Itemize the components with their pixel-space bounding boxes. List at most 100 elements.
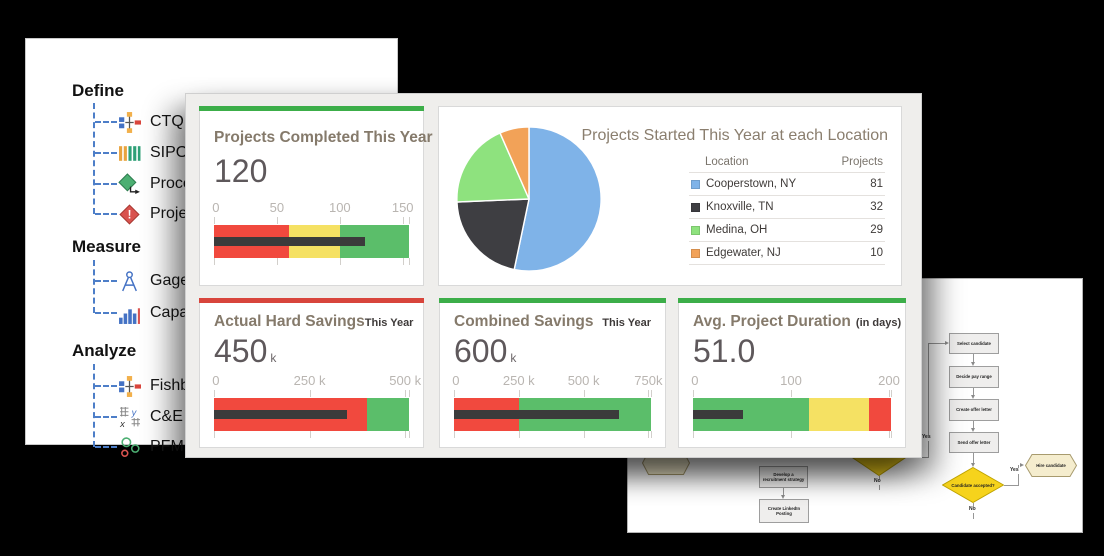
fishbone-icon bbox=[118, 375, 141, 398]
legend-row[interactable]: Cooperstown, NY 81 bbox=[689, 173, 885, 196]
flow-edge bbox=[928, 343, 945, 344]
arrow-down-icon bbox=[971, 463, 975, 467]
pie-chart bbox=[456, 126, 602, 272]
process-map-icon bbox=[118, 172, 141, 196]
pfmea-icon bbox=[118, 436, 141, 459]
card-title: Avg. Project Duration bbox=[693, 313, 851, 330]
arrow-down-icon bbox=[971, 395, 975, 399]
flow-edge bbox=[973, 453, 974, 463]
capability-icon bbox=[118, 302, 141, 325]
flow-terminator-label: Hire candidate bbox=[1036, 463, 1066, 468]
pie-slice[interactable] bbox=[513, 126, 602, 272]
arrow-down-icon bbox=[971, 362, 975, 366]
flow-edge bbox=[783, 488, 784, 496]
flow-edge-label-yes: Yes bbox=[921, 434, 932, 441]
tree-branch bbox=[95, 152, 117, 154]
arrow-right-icon bbox=[945, 341, 949, 345]
tree-connector bbox=[93, 260, 95, 313]
pie-legend-rows: Cooperstown, NY 81 Knoxville, TN 32 Medina, … bbox=[689, 173, 885, 265]
flow-step-select-candidate[interactable]: Select candidate bbox=[949, 333, 999, 354]
gage-rr-icon bbox=[118, 270, 141, 293]
flow-decision-label: Candidate accepted? bbox=[951, 482, 995, 488]
flow-edge bbox=[928, 343, 929, 458]
flow-step-recruitment-strategy[interactable]: Develop a recruitment strategy bbox=[759, 466, 808, 488]
period-label: This Year bbox=[602, 317, 651, 329]
legend-label: Cooperstown, NY bbox=[706, 178, 797, 190]
ctq-tree-icon bbox=[118, 111, 141, 134]
card-title: Actual Hard Savings bbox=[214, 313, 365, 330]
flow-edge-label-no: No bbox=[968, 506, 977, 513]
pie-slice[interactable] bbox=[456, 132, 531, 203]
flow-step-create-offer-letter[interactable]: Create offer letter bbox=[949, 399, 999, 421]
bullet-chart-duration: 0 100 200 bbox=[691, 373, 900, 439]
svg-text:!: ! bbox=[128, 209, 132, 221]
tree-branch bbox=[95, 213, 117, 215]
pie-slice[interactable] bbox=[456, 198, 530, 271]
kpi-value: 120 bbox=[214, 153, 268, 189]
card-title: Projects Completed This Year bbox=[214, 129, 433, 146]
legend-value: 10 bbox=[870, 247, 883, 259]
flow-step-send-offer-letter[interactable]: Send offer letter bbox=[949, 432, 999, 453]
arrow-down-icon bbox=[971, 428, 975, 432]
arrow-right-icon bbox=[1020, 463, 1024, 467]
svg-text:x: x bbox=[119, 417, 125, 428]
flow-edge bbox=[973, 354, 974, 362]
legend-label: Knoxville, TN bbox=[706, 201, 774, 213]
flow-step-decide-pay-range[interactable]: Decide pay range bbox=[949, 366, 999, 388]
legend-row[interactable]: Edgewater, NJ 10 bbox=[689, 242, 885, 265]
sipoc-icon bbox=[118, 142, 141, 165]
legend-swatch-icon bbox=[691, 202, 700, 212]
legend-label: Edgewater, NJ bbox=[706, 247, 781, 259]
flow-decision-candidate-accepted[interactable]: Candidate accepted? bbox=[942, 467, 1004, 503]
legend-header: Location Projects bbox=[689, 153, 885, 173]
arrow-down-icon bbox=[781, 495, 785, 499]
tree-branch bbox=[95, 446, 117, 448]
legend-swatch-icon bbox=[691, 248, 700, 258]
pie-slice[interactable] bbox=[499, 126, 530, 200]
legend-value: 29 bbox=[870, 224, 883, 236]
flow-edge bbox=[973, 421, 974, 429]
tree-connector bbox=[93, 364, 95, 447]
legend-swatch-icon bbox=[691, 179, 700, 189]
bullet-chart-hard-savings: 0 250 k 500 k bbox=[212, 373, 421, 439]
svg-text:y: y bbox=[131, 406, 138, 417]
tree-branch bbox=[95, 416, 117, 418]
legend-value: 32 bbox=[870, 201, 883, 213]
dashboard-window: Projects Completed This Year 120 0 50 100 1… bbox=[185, 93, 922, 458]
period-label: This Year bbox=[364, 317, 414, 329]
card-title: Combined Savings bbox=[454, 313, 594, 330]
tree-section-analyze: Analyze bbox=[72, 341, 137, 360]
card-projects-by-location: Projects Started This Year at each Locat… bbox=[438, 106, 902, 286]
legend-row[interactable]: Knoxville, TN 32 bbox=[689, 196, 885, 219]
flow-edge bbox=[1004, 485, 1019, 486]
title-suffix: (in days) bbox=[855, 317, 902, 329]
tree-section-define: Define bbox=[72, 81, 124, 100]
flow-edge-label-no: No bbox=[873, 478, 882, 485]
tree-connector bbox=[93, 103, 95, 214]
legend-row[interactable]: Medina, OH 29 bbox=[689, 219, 885, 242]
tree-branch bbox=[95, 385, 117, 387]
card-projects-completed: Projects Completed This Year 120 0 50 100 1… bbox=[199, 106, 433, 286]
kpi-value: 600 k bbox=[454, 333, 517, 369]
legend-header-location: Location bbox=[705, 156, 749, 168]
bullet-chart-combined-savings: 0 250 k 500 k 750k bbox=[452, 373, 662, 439]
flow-edge-label-yes: Yes bbox=[1009, 467, 1020, 474]
bullet-chart-completed: 0 50 100 150 bbox=[212, 200, 414, 266]
card-combined-savings: Combined Savings This Year 600 k 0 250 k 50… bbox=[439, 298, 666, 448]
kpi-value: 450 k bbox=[214, 333, 277, 369]
pie-legend: Location Projects Cooperstown, NY 81 Knoxv… bbox=[689, 153, 885, 265]
tree-section-measure: Measure bbox=[72, 237, 141, 256]
flow-terminator-hire-candidate[interactable]: Hire candidate bbox=[1025, 454, 1077, 477]
card-hard-savings: Actual Hard Savings This Year 450 k 0 250 … bbox=[199, 298, 424, 448]
legend-value: 81 bbox=[870, 178, 883, 190]
legend-header-projects: Projects bbox=[841, 156, 883, 168]
card-accent bbox=[199, 106, 424, 111]
kpi-value: 51.0 bbox=[693, 333, 756, 369]
project-risk-icon: ! bbox=[118, 203, 141, 226]
flow-step-linkedin-posting[interactable]: Create LinkedIn Posting bbox=[759, 499, 809, 523]
card-accent bbox=[439, 298, 666, 303]
card-accent bbox=[199, 298, 424, 303]
pie-chart-title: Projects Started This Year at each Locat… bbox=[581, 127, 888, 144]
